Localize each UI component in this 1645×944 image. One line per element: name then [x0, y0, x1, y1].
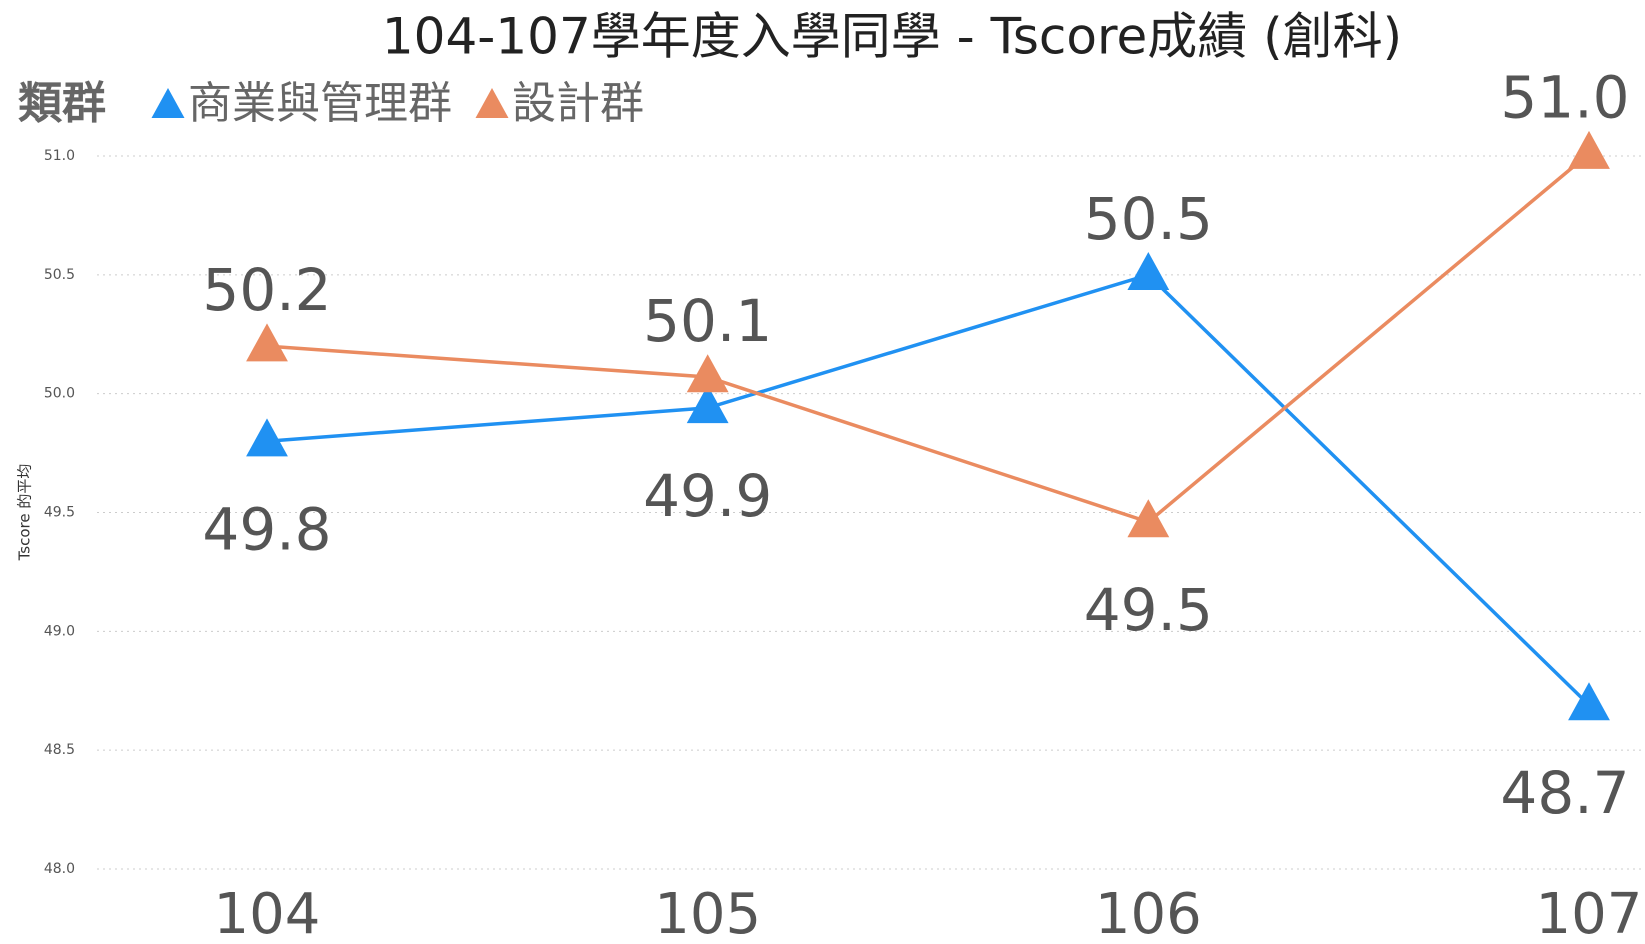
y-axis-label: Tscore 的平均 [16, 464, 34, 562]
point-marker [686, 354, 729, 393]
data-label: 50.5 [1084, 185, 1213, 253]
y-tick-label: 49.5 [44, 505, 75, 521]
point-marker [246, 418, 288, 457]
point-marker [1568, 682, 1610, 721]
data-label: 49.8 [202, 495, 331, 563]
data-label: 50.1 [643, 287, 772, 355]
point-marker [686, 385, 729, 424]
legend-label: 商業與管理群 [188, 78, 452, 129]
y-tick-label: 50.5 [44, 267, 75, 283]
x-tick-label: 107 [1536, 882, 1643, 944]
x-tick-label: 105 [654, 882, 761, 944]
point-marker [1568, 130, 1610, 169]
point-marker [1127, 252, 1170, 291]
point-marker [1127, 499, 1170, 538]
point-marker [246, 323, 288, 362]
data-label: 48.7 [1500, 759, 1629, 827]
x-tick-label: 106 [1095, 882, 1202, 944]
chart-title: 104-107學年度入學同學 - Tscore成績 (創科) [382, 8, 1402, 66]
series-line [266, 152, 1591, 524]
data-label: 50.2 [202, 256, 331, 324]
data-label: 51.0 [1500, 64, 1629, 132]
data-label: 49.9 [643, 462, 772, 530]
y-tick-label: 50.0 [44, 386, 75, 402]
x-tick-label: 104 [214, 882, 321, 944]
series-line [266, 272, 1591, 707]
legend-marker [475, 88, 509, 118]
legend-title: 類群 [18, 78, 106, 129]
legend-label: 設計群 [512, 78, 644, 129]
data-label: 49.5 [1084, 576, 1213, 644]
y-tick-label: 48.5 [44, 742, 75, 758]
legend-marker [151, 88, 185, 118]
y-tick-label: 49.0 [44, 623, 75, 639]
y-tick-label: 51.0 [44, 148, 75, 164]
y-tick-label: 48.0 [44, 861, 75, 877]
